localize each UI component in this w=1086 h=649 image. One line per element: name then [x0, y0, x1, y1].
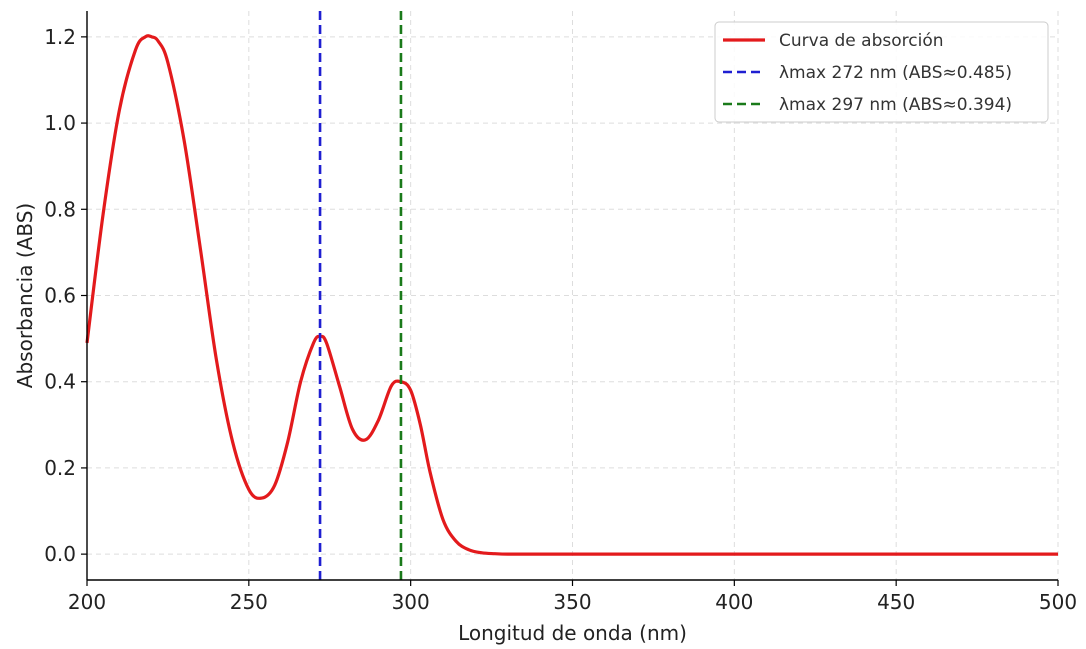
- y-tick-label: 0.8: [44, 197, 76, 221]
- y-tick-label: 0.0: [44, 542, 76, 566]
- y-tick-label: 1.0: [44, 111, 76, 135]
- legend-entry: λmax 272 nm (ABS≈0.485): [779, 63, 1012, 83]
- x-tick-label: 400: [715, 590, 753, 614]
- legend: Curva de absorción λmax 272 nm (ABS≈0.485…: [714, 21, 1049, 123]
- absorption-curve: [85, 34, 1058, 556]
- x-tick-label: 300: [392, 590, 430, 614]
- y-tick-label: 1.2: [44, 25, 76, 49]
- x-tick-label: 500: [1039, 590, 1077, 614]
- y-tick-label: 0.6: [44, 284, 76, 308]
- x-tick-label: 350: [553, 590, 591, 614]
- ticks: 200 250 300 350 400 450 500 0.0 0.2 0.4 0.6 0.8 1.0 1…: [44, 25, 1077, 614]
- x-tick-label: 450: [877, 590, 915, 614]
- legend-entry: λmax 297 nm (ABS≈0.394): [779, 95, 1012, 115]
- legend-entry: Curva de absorción: [779, 31, 944, 51]
- x-tick-label: 250: [230, 590, 268, 614]
- legend-box: [714, 21, 1049, 123]
- x-tick-label: 200: [68, 590, 106, 614]
- y-tick-label: 0.4: [44, 370, 76, 394]
- x-axis-label: Longitud de onda (nm): [458, 621, 687, 645]
- y-axis-label: Absorbancia (ABS): [13, 203, 37, 388]
- series-layer: [85, 11, 1058, 580]
- y-tick-label: 0.2: [44, 456, 76, 480]
